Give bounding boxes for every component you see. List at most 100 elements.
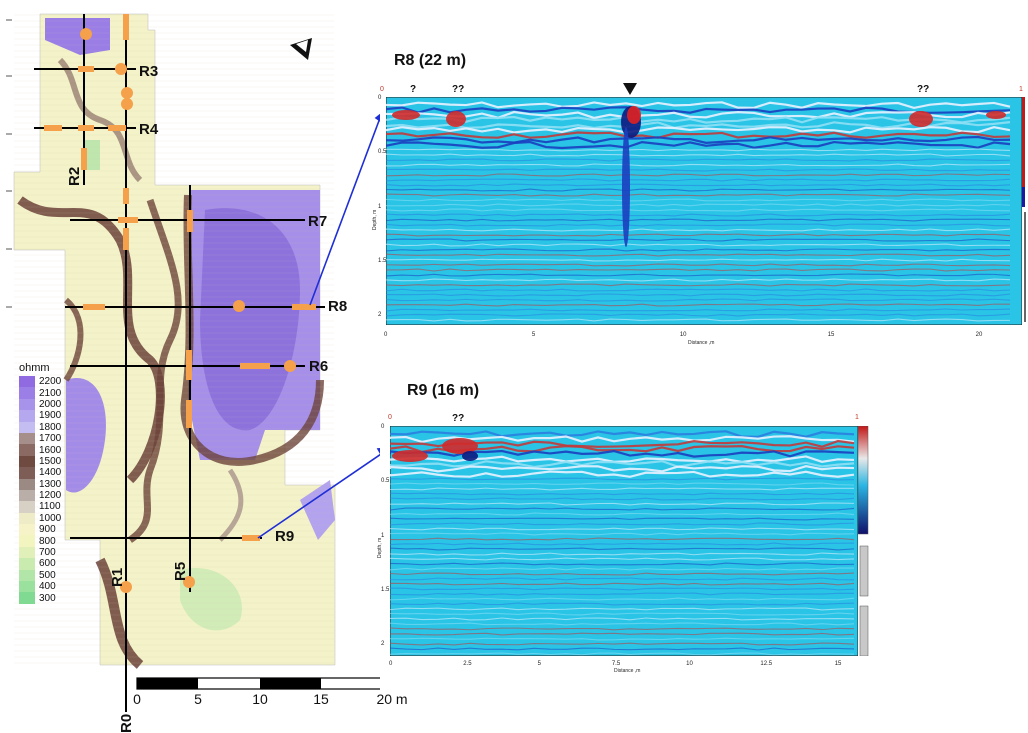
label-r8: R8 [328,298,348,315]
legend-entry: 2000 [19,398,99,411]
legend-swatch [19,489,35,502]
legend-entry: 1000 [19,512,99,525]
resistivity-map-panel: R3 R4 R2 R7 R8 R6 R9 R1 R5 R0 ohmm 2200 2… [0,0,408,733]
label-r2: R2 [66,166,83,186]
legend-entry: 2200 [19,376,99,388]
legend-swatch [19,581,35,593]
scale-label: 15 [313,691,329,707]
legend-value: 2000 [39,398,62,410]
legend-swatch [19,410,35,422]
legend-value: 2200 [39,376,62,388]
radargram-r9-x-title: Distance ,m [614,668,641,674]
connector-r8 [309,117,380,306]
label-r9: R9 [275,528,295,545]
radargram-r8-colorbar [1022,97,1026,322]
legend-entry: 800 [19,535,99,547]
y-tick-label: 1 [381,532,385,539]
legend-value: 400 [39,581,56,593]
radargram-r8-marker: ?? [452,84,465,95]
y-tick-label: 0 [381,424,385,430]
y-tick-label: 1.5 [381,586,390,593]
radargram-r9-marker: ?? [452,413,465,424]
legend-value: 900 [39,524,56,536]
legend-value: 1800 [39,421,62,433]
legend-entry: 1700 [19,432,99,445]
legend-value: 1900 [39,410,62,422]
legend-entry: 600 [19,558,99,570]
legend-value: 1100 [39,501,61,513]
legend-swatch [19,501,35,513]
legend-entry: 500 [19,569,99,582]
x-tick-label: 7.5 [611,661,621,667]
legend-value: 600 [39,558,56,570]
y-tick-label: 0.5 [381,478,390,485]
legend-entry: 1400 [19,467,99,479]
scale-bar [136,677,380,690]
legend-entry: 400 [19,581,99,593]
legend-swatch [19,455,35,468]
legend-entry: 700 [19,546,99,559]
y-tick-label: 0.5 [378,149,387,156]
legend-value: 500 [39,569,56,581]
legend-swatch [19,432,35,445]
legend-entry: 1900 [19,410,99,422]
radargram-r9-corner-left: 0 [388,414,392,421]
label-r3: R3 [139,63,159,80]
radargram-r8-corner-right: 1 [1019,86,1023,93]
y-tick-label: 1 [378,203,382,210]
label-r1: R1 [109,567,126,587]
scale-label: 0 [133,691,141,707]
resistivity-map [6,13,380,712]
radargram-r8-title: R8 (22 m) [394,52,467,69]
legend-swatch [19,467,35,479]
x-tick-label: 10 [686,661,693,667]
legend-swatch [19,569,35,582]
legend-entry: 1500 [19,455,99,468]
legend-value: 1200 [39,490,62,502]
radargram-r8-y-title: Depth, m [372,209,378,230]
label-r7: R7 [308,213,328,230]
radargram-r9-colorbar [858,426,869,656]
radargram-r9-image [390,426,858,656]
label-r5: R5 [172,561,189,581]
legend-value: 1000 [39,512,62,524]
legend-swatch [19,535,35,547]
radargram-r8-corner-left: 0 [380,86,384,93]
legend-entry: 1200 [19,489,99,502]
legend-entry: 2100 [19,387,99,399]
x-tick-label: 20 [975,332,983,338]
connector-r9 [257,453,380,539]
legend-swatch [19,524,35,536]
y-tick-label: 2 [378,312,382,319]
radargram-r8-x-title: Distance ,m [688,340,715,346]
label-r6: R6 [309,358,329,375]
legend-swatch [19,421,35,433]
radargram-r8-image [386,97,1022,325]
y-tick-label: 1.5 [378,257,387,264]
legend-swatch [19,592,35,604]
legend-value: 1600 [39,444,62,456]
radargram-r9-title: R9 (16 m) [407,382,480,399]
legend-swatch [19,512,35,525]
scale-label: 20 m [376,691,408,707]
legend-value: 800 [39,535,56,547]
label-r4: R4 [139,121,159,138]
legend-entry: 900 [19,524,99,536]
radargram-r8-marker: ? [410,84,417,95]
legend-swatch [19,546,35,559]
x-tick-label: 10 [679,332,687,338]
x-tick-label: 12.5 [760,661,773,667]
legend-unit: ohmm [19,362,50,374]
y-tick-label: 0 [378,95,382,101]
legend-entry: 300 [19,592,99,604]
legend-swatch [19,398,35,411]
scale-label: 10 [252,691,268,707]
legend-swatch [19,387,35,399]
x-tick-label: 2.5 [463,661,472,667]
legend-value: 2100 [39,387,62,399]
legend-value: 1500 [39,455,62,467]
y-tick-label: 2 [381,641,385,648]
x-tick-label: 15 [834,661,842,667]
legend-value: 1400 [39,467,62,479]
x-tick-label: 0 [384,332,388,338]
